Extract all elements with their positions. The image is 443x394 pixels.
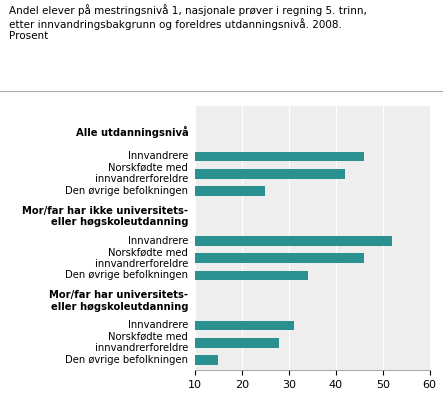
Bar <box>195 321 294 330</box>
Text: Den øvrige befolkningen: Den øvrige befolkningen <box>65 186 188 196</box>
Text: Alle utdanningsnivå: Alle utdanningsnivå <box>75 126 188 138</box>
Text: Innvandrere: Innvandrere <box>128 236 188 246</box>
Text: Den øvrige befolkningen: Den øvrige befolkningen <box>65 355 188 365</box>
Text: Den øvrige befolkningen: Den øvrige befolkningen <box>65 270 188 281</box>
Text: Norskfødte med
innvandrerforeldre: Norskfødte med innvandrerforeldre <box>95 247 188 269</box>
Bar <box>195 236 392 246</box>
Text: Norskfødte med
innvandrerforeldre: Norskfødte med innvandrerforeldre <box>95 163 188 184</box>
Bar <box>195 169 345 178</box>
Text: Innvandrere: Innvandrere <box>128 320 188 331</box>
Text: Innvandrere: Innvandrere <box>128 151 188 162</box>
Text: Norskfødte med
innvandrerforeldre: Norskfødte med innvandrerforeldre <box>95 332 188 353</box>
Bar <box>195 152 364 162</box>
Bar <box>195 186 265 196</box>
Text: Mor/far har ikke universitets-
eller høgskoleutdanning: Mor/far har ikke universitets- eller høg… <box>22 206 188 227</box>
Bar <box>195 271 307 280</box>
Bar <box>195 253 364 263</box>
Text: Andel elever på mestringsnivå 1, nasjonale prøver i regning 5. trinn,
etter innv: Andel elever på mestringsnivå 1, nasjona… <box>9 4 367 41</box>
Bar <box>195 338 280 348</box>
Bar <box>195 355 218 365</box>
Text: Mor/far har universitets-
eller høgskoleutdanning: Mor/far har universitets- eller høgskole… <box>49 290 188 312</box>
